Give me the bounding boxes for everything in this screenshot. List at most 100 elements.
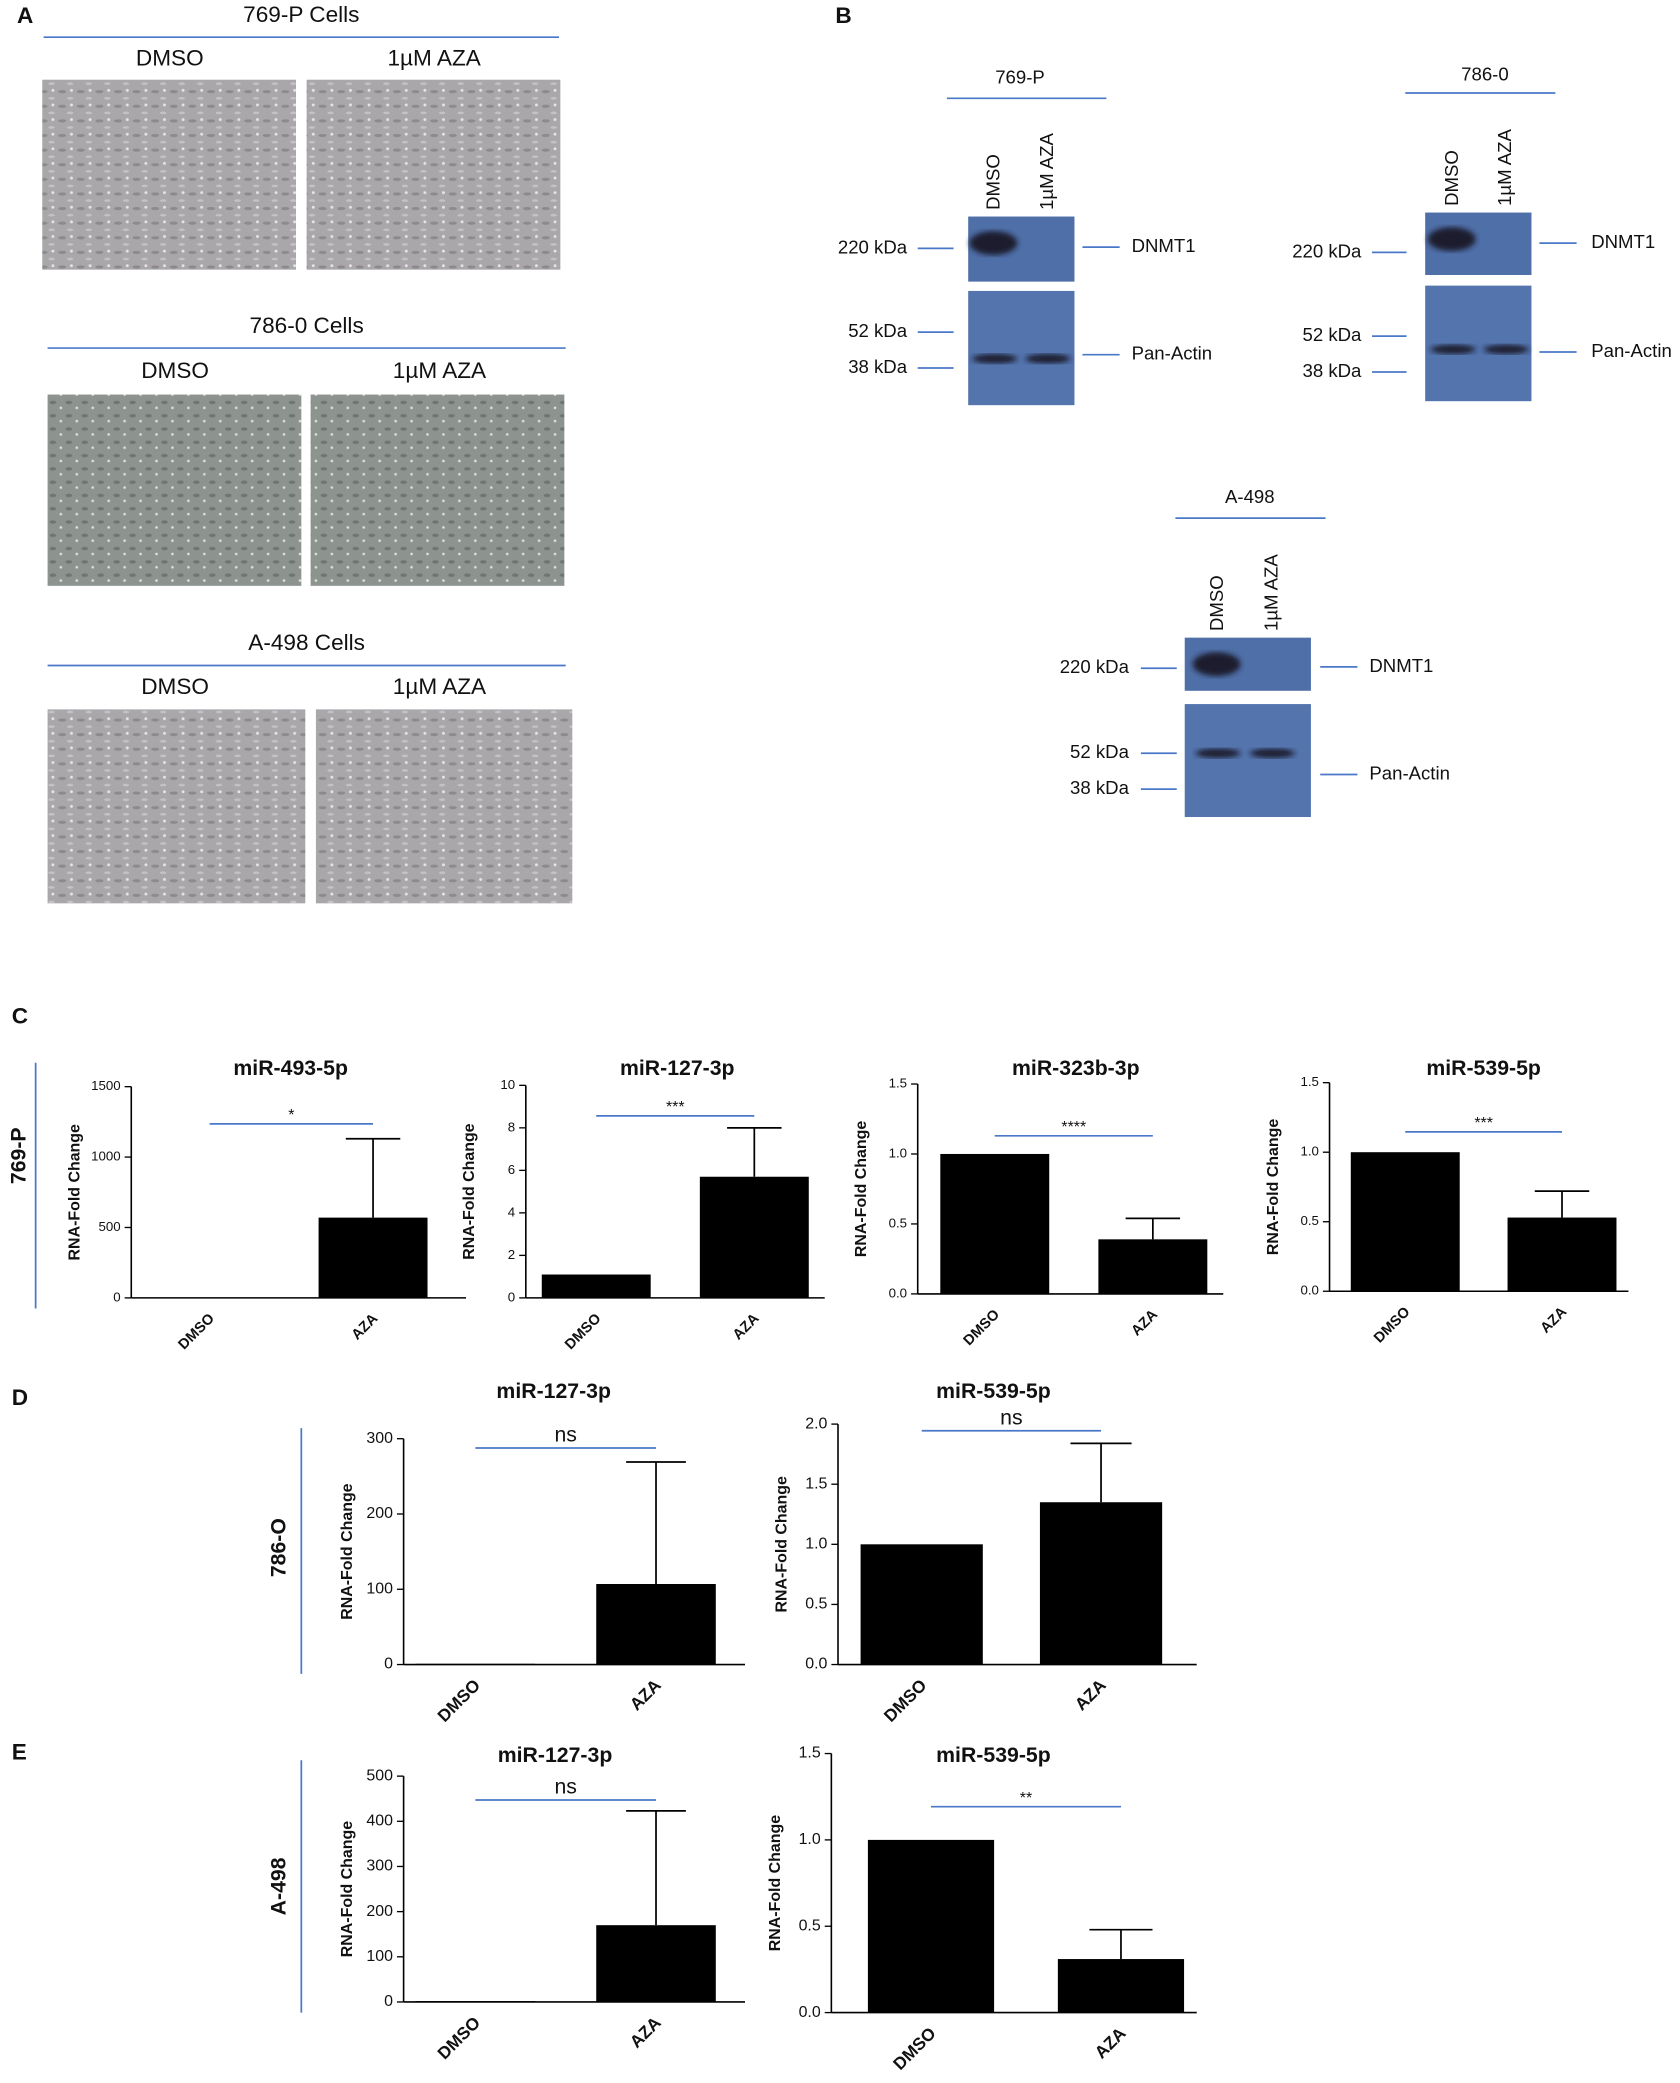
lane-label: 1µM AZA — [1036, 133, 1057, 210]
error-bar — [1089, 1928, 1153, 1960]
marker-label: 220 kDa — [1060, 656, 1130, 677]
error-bar — [626, 1461, 686, 1584]
y-tick-label: 400 — [366, 1812, 393, 1829]
x-tick-label: DMSO — [961, 1307, 1003, 1349]
y-tick-label: 0.0 — [889, 1285, 907, 1300]
y-tick-label: 1.5 — [799, 1745, 821, 1762]
y-tick-label: 1.0 — [1300, 1144, 1318, 1159]
band — [972, 354, 1018, 364]
marker-label: 220 kDa — [838, 236, 908, 257]
x-tick-label: AZA — [1090, 2023, 1129, 2062]
group-title: 786-0 Cells — [250, 313, 364, 338]
bar — [596, 1925, 716, 2002]
blot-title: A-498 — [1225, 486, 1275, 507]
error-bar — [1534, 1190, 1590, 1218]
condition-label: DMSO — [136, 46, 204, 71]
row-label: A-498 — [267, 1857, 291, 1915]
row-label: 769-P — [6, 1127, 30, 1184]
band-label: DNMT1 — [1132, 235, 1196, 256]
y-tick-label: 6 — [508, 1162, 515, 1177]
bar — [1507, 1217, 1617, 1292]
x-tick-label: DMSO — [880, 1675, 931, 1726]
bar — [1057, 1959, 1185, 2013]
bar — [318, 1217, 428, 1298]
band-label: Pan-Actin — [1591, 340, 1672, 361]
band — [969, 231, 1018, 256]
y-tick-label: 0 — [508, 1289, 515, 1304]
y-tick-label: 1.0 — [799, 1831, 821, 1848]
y-tick-label: 0.5 — [805, 1596, 827, 1613]
y-tick-label: 1500 — [91, 1078, 121, 1093]
chart-title: miR-539-5p — [936, 1743, 1051, 1767]
chart-title: miR-539-5p — [936, 1379, 1051, 1403]
y-axis-label: RNA-Fold Change — [773, 1476, 790, 1612]
x-tick-label: AZA — [626, 1675, 665, 1714]
bar — [699, 1176, 809, 1298]
significance-label: ns — [1000, 1405, 1022, 1429]
chart-title: miR-323b-3p — [1012, 1056, 1140, 1080]
significance-label: * — [288, 1107, 294, 1124]
x-tick-label: DMSO — [562, 1311, 604, 1353]
y-tick-label: 200 — [366, 1505, 393, 1522]
bar — [860, 1544, 983, 1665]
error-bar — [1125, 1217, 1181, 1240]
y-tick-label: 100 — [366, 1580, 393, 1597]
condition-label: DMSO — [141, 674, 209, 699]
y-tick-label: 1000 — [91, 1149, 121, 1164]
y-axis-label: RNA-Fold Change — [1265, 1119, 1282, 1255]
significance-label: ** — [1020, 1790, 1032, 1807]
y-axis-label: RNA-Fold Change — [339, 1483, 356, 1619]
y-tick-label: 1.5 — [889, 1076, 907, 1091]
content: 769-P Cells DMSO 1µM AZA 786-0 Cells DMSO 1µM… — [6, 2, 1671, 2074]
chart-title: miR-127-3p — [620, 1056, 735, 1080]
chart-title: miR-493-5p — [233, 1056, 348, 1080]
bar — [1039, 1502, 1163, 1665]
row-label: 786-O — [267, 1518, 291, 1577]
band-label: DNMT1 — [1591, 231, 1655, 252]
x-tick-label: DMSO — [889, 2023, 940, 2074]
chart-title: miR-539-5p — [1426, 1056, 1541, 1080]
panel-label: E — [12, 1740, 27, 1765]
x-tick-label: AZA — [1129, 1306, 1162, 1339]
y-tick-label: 0.5 — [889, 1215, 907, 1230]
y-tick-label: 0 — [113, 1289, 120, 1304]
x-tick-label: DMSO — [433, 1675, 484, 1726]
marker-label: 52 kDa — [1303, 324, 1363, 345]
y-tick-label: 100 — [366, 1948, 393, 1965]
blot — [968, 290, 1075, 406]
marker-label: 38 kDa — [848, 356, 908, 377]
micrograph — [315, 709, 573, 904]
y-axis-label: RNA-Fold Change — [339, 1821, 356, 1957]
bar — [541, 1274, 651, 1298]
panel-label: B — [835, 3, 851, 28]
error-bar — [727, 1126, 782, 1177]
micrograph — [47, 394, 302, 586]
lane-label: DMSO — [1206, 575, 1227, 631]
band — [1025, 354, 1071, 364]
y-tick-label: 500 — [99, 1219, 121, 1234]
significance-label: **** — [1061, 1119, 1086, 1136]
blot — [1184, 704, 1311, 817]
blot — [1425, 285, 1532, 402]
band — [1483, 344, 1529, 355]
y-tick-label: 0.5 — [1300, 1213, 1318, 1228]
x-tick-label: AZA — [1538, 1304, 1571, 1337]
significance-label: *** — [666, 1099, 685, 1116]
chart-title: miR-127-3p — [496, 1379, 611, 1403]
lane-label: DMSO — [983, 154, 1004, 210]
y-axis-label: RNA-Fold Change — [67, 1124, 84, 1260]
y-tick-label: 8 — [508, 1119, 515, 1134]
y-tick-label: 0.5 — [799, 1917, 821, 1934]
y-tick-label: 0.0 — [1300, 1283, 1318, 1298]
y-tick-label: 0.0 — [805, 1656, 827, 1673]
y-tick-label: 200 — [366, 1903, 393, 1920]
y-tick-label: 1.0 — [805, 1536, 827, 1553]
error-bar — [1070, 1442, 1132, 1503]
bar — [415, 1663, 536, 1665]
marker-label: 52 kDa — [1070, 741, 1130, 762]
y-tick-label: 0 — [384, 1656, 393, 1673]
band — [1249, 748, 1295, 758]
micrograph — [47, 709, 306, 904]
x-tick-label: AZA — [1071, 1675, 1110, 1714]
band-label: Pan-Actin — [1132, 343, 1213, 364]
